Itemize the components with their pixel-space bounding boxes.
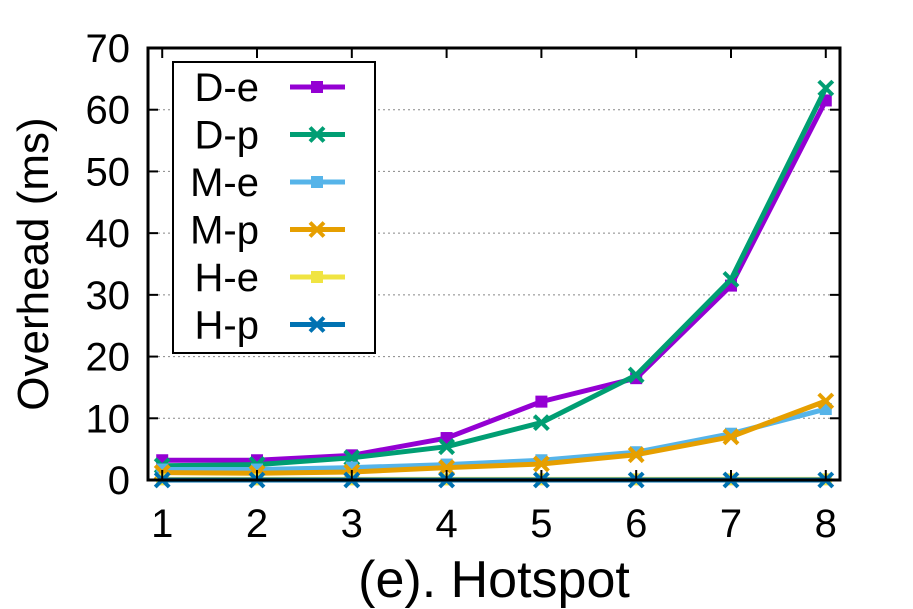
legend-item: H-p xyxy=(195,304,345,348)
legend-label: M-p xyxy=(190,209,259,253)
x-tick-label: 4 xyxy=(435,502,457,546)
series-line-m-e xyxy=(162,406,827,473)
x-tick-label: 6 xyxy=(625,502,647,546)
data-point xyxy=(722,271,740,288)
x-tick-label: 3 xyxy=(341,502,363,546)
data-point xyxy=(535,395,548,408)
x-tick-label: 8 xyxy=(815,502,837,546)
data-point xyxy=(627,366,645,384)
legend-marker xyxy=(311,176,323,188)
series-line-d-e xyxy=(162,99,829,463)
plot-frame xyxy=(146,46,842,482)
y-tick-label: 30 xyxy=(86,274,131,318)
legend-box xyxy=(172,61,376,354)
x-axis-title: (e). Hotspot xyxy=(358,551,630,609)
legend: D-eD-pM-eM-pH-eH-p xyxy=(172,61,376,354)
legend-label: M-e xyxy=(190,161,259,205)
legend-item: H-e xyxy=(195,256,345,300)
x-tick-label: 7 xyxy=(720,502,742,546)
data-point xyxy=(438,459,456,477)
legend-label: H-e xyxy=(195,256,259,300)
data-point xyxy=(817,79,835,97)
legend-item: M-e xyxy=(190,161,345,205)
legend-marker xyxy=(308,316,326,333)
data-point xyxy=(532,414,550,432)
data-point xyxy=(722,428,740,446)
legend-label: D-e xyxy=(195,66,259,110)
x-tick-label: 5 xyxy=(530,502,552,546)
x-tick-label: 1 xyxy=(151,502,173,546)
y-tick-label: 60 xyxy=(86,89,131,133)
data-point xyxy=(817,392,835,410)
legend-item: M-p xyxy=(190,209,345,253)
legend-marker xyxy=(311,271,323,283)
legend-label: H-p xyxy=(195,304,259,348)
legend-label: D-p xyxy=(195,114,259,158)
y-axis-title: Overhead (ms) xyxy=(9,117,58,410)
legend-marker xyxy=(308,221,326,238)
series-line-d-p xyxy=(162,87,829,469)
data-point xyxy=(532,455,550,473)
x-tick-label: 2 xyxy=(246,502,268,546)
y-tick-label: 70 xyxy=(86,27,131,71)
legend-marker xyxy=(308,126,326,143)
y-tick-label: 10 xyxy=(86,397,131,441)
data-point xyxy=(627,446,645,464)
legend-item: D-e xyxy=(195,66,345,110)
y-tick-label: 50 xyxy=(86,150,131,194)
series-line-m-p xyxy=(162,398,827,476)
y-tick-label: 0 xyxy=(108,459,130,503)
y-tick-label: 20 xyxy=(86,336,131,380)
legend-marker xyxy=(311,81,323,93)
data-point xyxy=(438,438,456,456)
y-tick-label: 40 xyxy=(86,212,131,256)
axis-ticks: 0 10 20 30 40 50 60 70 1 2 3 4 5 6 7 8 xyxy=(86,27,840,546)
legend-item: D-p xyxy=(195,114,345,158)
